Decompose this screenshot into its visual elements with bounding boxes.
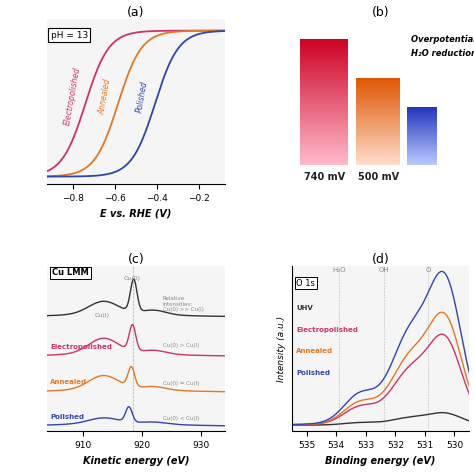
Text: H₂O: H₂O (333, 266, 346, 273)
Text: O: O (425, 266, 430, 273)
Text: Annealed: Annealed (50, 380, 88, 385)
Text: Electropolished: Electropolished (50, 344, 112, 350)
Text: Cu(0) < Cu(I): Cu(0) < Cu(I) (163, 416, 199, 421)
Text: Polished: Polished (135, 80, 150, 113)
Title: (c): (c) (128, 254, 145, 266)
Text: Cu(0) ≈ Cu(I): Cu(0) ≈ Cu(I) (163, 381, 199, 386)
Text: Relative
intensities:
Cu(0) >> Cu(I): Relative intensities: Cu(0) >> Cu(I) (163, 296, 203, 312)
Text: Cu LMM: Cu LMM (52, 268, 89, 277)
X-axis label: Kinetic energy (eV): Kinetic energy (eV) (83, 456, 189, 465)
Text: Overpotential for: Overpotential for (411, 36, 474, 45)
Text: Electropolished: Electropolished (63, 66, 82, 126)
Text: H₂O reduction @: H₂O reduction @ (411, 49, 474, 58)
Text: Annealed: Annealed (296, 348, 334, 354)
Y-axis label: Intensity (a.u.): Intensity (a.u.) (277, 316, 286, 382)
Text: Polished: Polished (296, 370, 330, 376)
Text: 740 mV: 740 mV (303, 172, 345, 182)
Text: Electropolished: Electropolished (296, 327, 358, 332)
X-axis label: Binding energy (eV): Binding energy (eV) (326, 456, 436, 465)
Text: UHV: UHV (296, 305, 313, 311)
Title: (d): (d) (372, 254, 390, 266)
Text: 500 mV: 500 mV (357, 172, 399, 182)
Title: (a): (a) (128, 6, 145, 19)
Text: Cu(I): Cu(I) (94, 312, 109, 318)
Text: Cu(0): Cu(0) (123, 276, 140, 281)
Text: OH: OH (378, 266, 389, 273)
Text: pH = 13: pH = 13 (51, 31, 88, 40)
X-axis label: E vs. RHE (V): E vs. RHE (V) (100, 208, 172, 218)
Title: (b): (b) (372, 6, 390, 19)
Text: Cu(0) > Cu(I): Cu(0) > Cu(I) (163, 343, 199, 348)
Text: O 1s: O 1s (296, 279, 315, 288)
Text: Annealed: Annealed (98, 78, 113, 115)
Text: Polished: Polished (50, 413, 84, 419)
